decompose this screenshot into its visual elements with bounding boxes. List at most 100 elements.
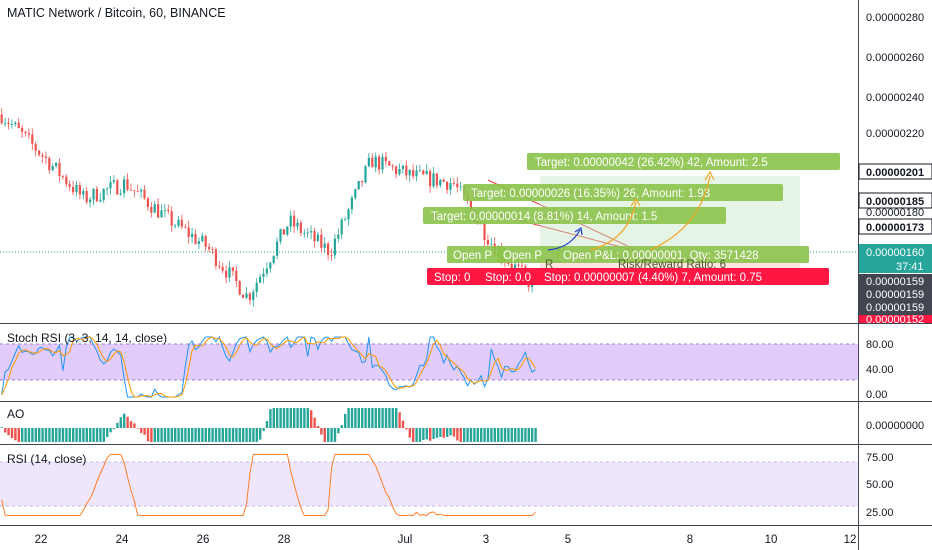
ao-bar: [435, 428, 439, 438]
candle-body: [316, 234, 319, 242]
ao-bar: [503, 428, 507, 442]
candle-body: [82, 190, 85, 195]
candle-body: [442, 179, 445, 182]
rsi-axis[interactable]: 75.00 50.00 25.00: [866, 452, 894, 519]
ao-axis[interactable]: 0.00000000: [866, 420, 924, 432]
ao-bar: [327, 428, 330, 442]
candle-body: [483, 223, 486, 241]
ao-bar: [405, 428, 408, 430]
ao-bar: [415, 428, 418, 442]
candle-body: [160, 210, 163, 218]
ao-bar: [367, 408, 371, 428]
ao-bar: [208, 428, 211, 442]
candle-body: [248, 293, 251, 301]
ao-bar: [350, 408, 354, 428]
stoch-tick: 80.00: [866, 339, 894, 351]
candle-body: [85, 190, 88, 203]
ao-bar: [262, 428, 265, 431]
price-tag-target-1: 0.00000201: [866, 167, 924, 179]
stop-label-2[interactable]: Stop: 0.0: [478, 268, 542, 285]
ao-bar: [61, 428, 65, 442]
ao-bar: [493, 428, 496, 442]
target-label-2[interactable]: Target: 0.00000026 (16.35%) 26, Amount: …: [463, 184, 783, 201]
candle-body: [24, 131, 27, 134]
ao-bar: [303, 408, 306, 428]
ao-bar: [476, 428, 479, 442]
price-tags: 0.00000201 0.00000185 0.00000173 0.00000…: [858, 163, 932, 326]
candle-body: [197, 241, 200, 244]
ao-bar: [425, 428, 428, 440]
ao-bar: [459, 428, 462, 442]
candle-body: [415, 170, 418, 177]
stoch-title: Stoch RSI (3, 3, 14, 14, close): [7, 331, 167, 345]
ao-bar: [109, 428, 112, 433]
time-tick: 28: [278, 534, 291, 546]
ao-bar: [500, 428, 503, 442]
ao-bar: [65, 428, 68, 442]
candle-body: [157, 204, 160, 218]
rsi-tick: 25.00: [866, 507, 894, 519]
rsi-polyline: [1, 453, 536, 517]
candle-body: [384, 156, 387, 162]
ao-bar: [197, 428, 201, 442]
stoch-tick: 0.00: [866, 389, 887, 401]
candle-body: [78, 185, 81, 195]
candle-body: [221, 267, 224, 271]
ao-bar: [204, 428, 207, 442]
open-label-1[interactable]: Open P: [447, 246, 505, 263]
ao-bar: [174, 428, 177, 442]
ao-bar: [102, 428, 105, 442]
open-label-1-text: Open P: [453, 250, 492, 262]
ao-bar: [364, 408, 367, 428]
ao-bar: [150, 428, 153, 442]
candle-body: [282, 229, 285, 235]
time-axis[interactable]: 22 24 26 28 Jul 3 5 8 10 12: [35, 534, 857, 546]
ao-bar: [388, 408, 391, 428]
candle-body: [140, 189, 143, 192]
ao-bar: [140, 428, 143, 433]
target-label-3-text: Target: 0.00000014 (8.81%) 14, Amount: 1…: [431, 211, 657, 223]
ao-bar: [510, 428, 513, 442]
candle-body: [238, 281, 241, 295]
candle-body: [456, 183, 459, 188]
candle-body: [303, 232, 306, 234]
stoch-d-line: [1, 336, 536, 398]
candle-body: [388, 161, 391, 166]
candle-body: [252, 291, 255, 301]
ao-bar: [384, 408, 388, 428]
ao-bar: [10, 428, 14, 439]
target-label-1[interactable]: Target: 0.00000042 (26.42%) 42, Amount: …: [527, 153, 840, 170]
open-label-3[interactable]: Open P&L: 0.00000001, Qty: 3571428: [557, 246, 809, 263]
ao-bar: [340, 425, 343, 428]
ao-bar: [126, 416, 129, 428]
open-label-2[interactable]: Open P: [497, 246, 559, 263]
stoch-tick: 40.00: [866, 364, 894, 376]
ao-bar: [531, 428, 534, 442]
price-axis[interactable]: 0.00000280 0.00000260 0.00000240 0.00000…: [866, 12, 924, 219]
stop-label-3[interactable]: Stop: 0.00000007 (4.40%) 7, Amount: 0.75: [537, 268, 829, 285]
candle-body: [129, 189, 132, 191]
ao-bar: [252, 428, 255, 442]
ao-bar: [225, 428, 228, 442]
candle-body: [231, 267, 234, 271]
candle-body: [48, 157, 51, 171]
time-tick: 3: [483, 534, 489, 546]
candle-body: [276, 241, 279, 256]
stoch-axis[interactable]: 80.00 40.00 0.00: [866, 339, 894, 401]
candle-body: [61, 176, 64, 177]
candle-body: [177, 219, 180, 226]
ao-bar: [99, 428, 102, 442]
ao-bar: [170, 428, 173, 442]
ao-bar: [320, 428, 323, 435]
price-tag-current: 0.00000160: [866, 247, 924, 259]
stop-label-1[interactable]: Stop: 0: [427, 268, 483, 285]
ao-bar: [218, 428, 221, 442]
candle-body: [327, 243, 330, 256]
candle-body: [4, 122, 7, 124]
ao-bar: [153, 428, 156, 442]
target-label-3[interactable]: Target: 0.00000014 (8.81%) 14, Amount: 1…: [423, 207, 726, 224]
ao-bar: [269, 409, 272, 428]
ao-bar: [167, 428, 170, 442]
ao-bar: [92, 428, 95, 442]
